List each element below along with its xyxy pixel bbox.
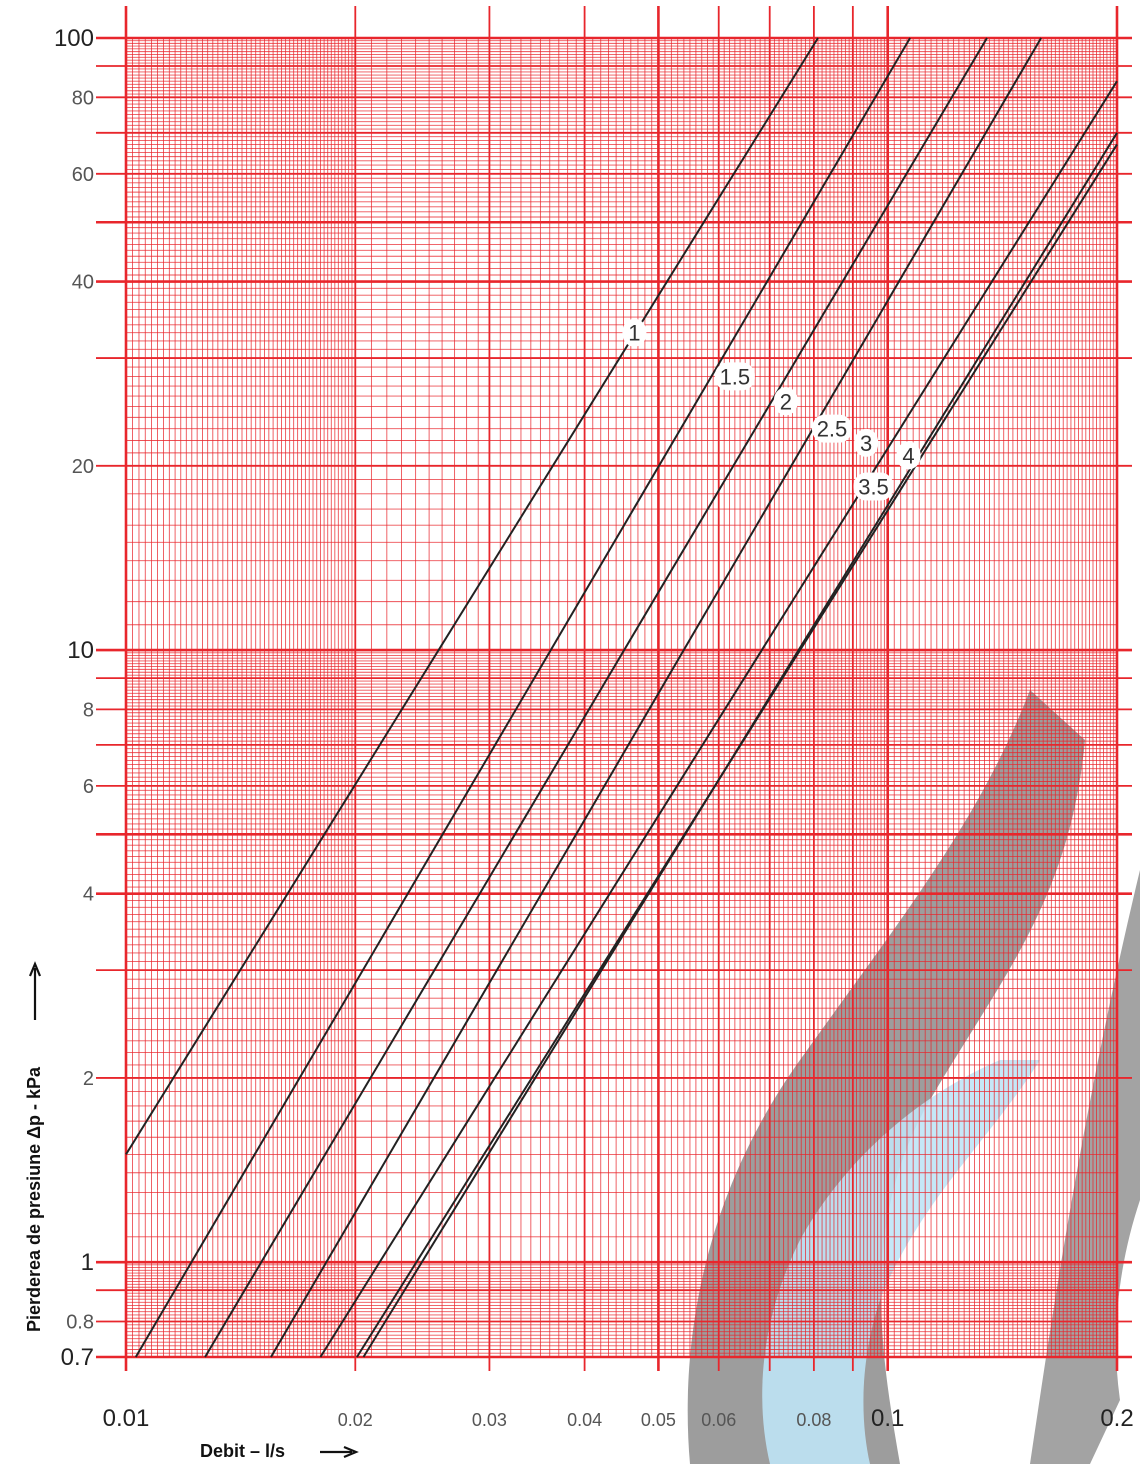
series-label: 3.5 <box>858 475 889 500</box>
x-tick-label: 0.08 <box>796 1410 831 1430</box>
y-axis-arrow-icon <box>28 961 42 1020</box>
series-label-bg <box>896 441 921 470</box>
series-line-4 <box>362 132 1118 1358</box>
series-label: 1 <box>628 321 640 346</box>
series-label: 2 <box>780 389 792 414</box>
y-tick-label: 10 <box>67 637 94 664</box>
y-tick-label: 40 <box>72 272 94 294</box>
series-label-bg <box>714 362 755 391</box>
series-label: 2.5 <box>817 417 848 442</box>
x-tick-label: 0.2 <box>1100 1405 1133 1432</box>
series-line-2-5 <box>270 37 1042 1358</box>
x-tick-label: 0.05 <box>641 1410 676 1430</box>
grid-major <box>96 6 1132 1371</box>
curve-labels: 1 1.5 2 2.5 3 3.5 4 <box>622 318 921 501</box>
y-tick-label: 0.8 <box>66 1312 94 1334</box>
series-label: 1.5 <box>720 364 751 389</box>
series-label: 3 <box>860 431 872 456</box>
y-tick-label: 6 <box>83 776 94 798</box>
x-axis-arrow-icon <box>320 1445 359 1459</box>
y-tick-label: 100 <box>54 25 94 52</box>
series-label: 4 <box>902 443 914 468</box>
series-line-2 <box>204 37 988 1358</box>
y-tick-label: 1 <box>81 1249 94 1276</box>
y-axis-label: Pierderea de presiune Δp - kPa <box>24 1066 44 1332</box>
y-tick-label: 8 <box>83 699 94 721</box>
x-tick-label: 0.1 <box>871 1405 904 1432</box>
series-line-3 <box>319 80 1118 1358</box>
y-tick-label: 0.7 <box>61 1344 94 1371</box>
series-label-bg <box>811 414 852 443</box>
watermark-gray-band-right <box>1030 870 1140 1464</box>
series-label-bg <box>853 472 894 501</box>
x-tick-label: 0.01 <box>103 1405 150 1432</box>
series-line-1 <box>125 37 819 1155</box>
x-tick-label: 0.04 <box>567 1410 602 1430</box>
y-tick-label: 80 <box>72 87 94 109</box>
series-label-bg <box>622 318 647 347</box>
series-label-bg <box>773 387 798 416</box>
grid-minor <box>125 37 1118 1358</box>
y-tick-label: 20 <box>72 456 94 478</box>
series-label-bg <box>854 428 879 457</box>
tick-labels: 0.01 0.02 0.03 0.04 0.05 0.06 0.08 0.1 0.2 0.7 0.8… <box>54 25 1134 1432</box>
x-tick-label: 0.03 <box>472 1410 507 1430</box>
y-tick-label: 2 <box>83 1068 94 1090</box>
x-tick-label: 0.06 <box>701 1410 736 1430</box>
series-layer <box>125 37 1118 1358</box>
series-line-1-5 <box>134 37 911 1358</box>
y-tick-label: 60 <box>72 164 94 186</box>
watermark-blue-band <box>762 1060 1040 1464</box>
x-axis-label: Debit – l/s <box>200 1441 285 1461</box>
y-tick-label: 4 <box>83 884 94 906</box>
x-tick-label: 0.02 <box>338 1410 373 1430</box>
